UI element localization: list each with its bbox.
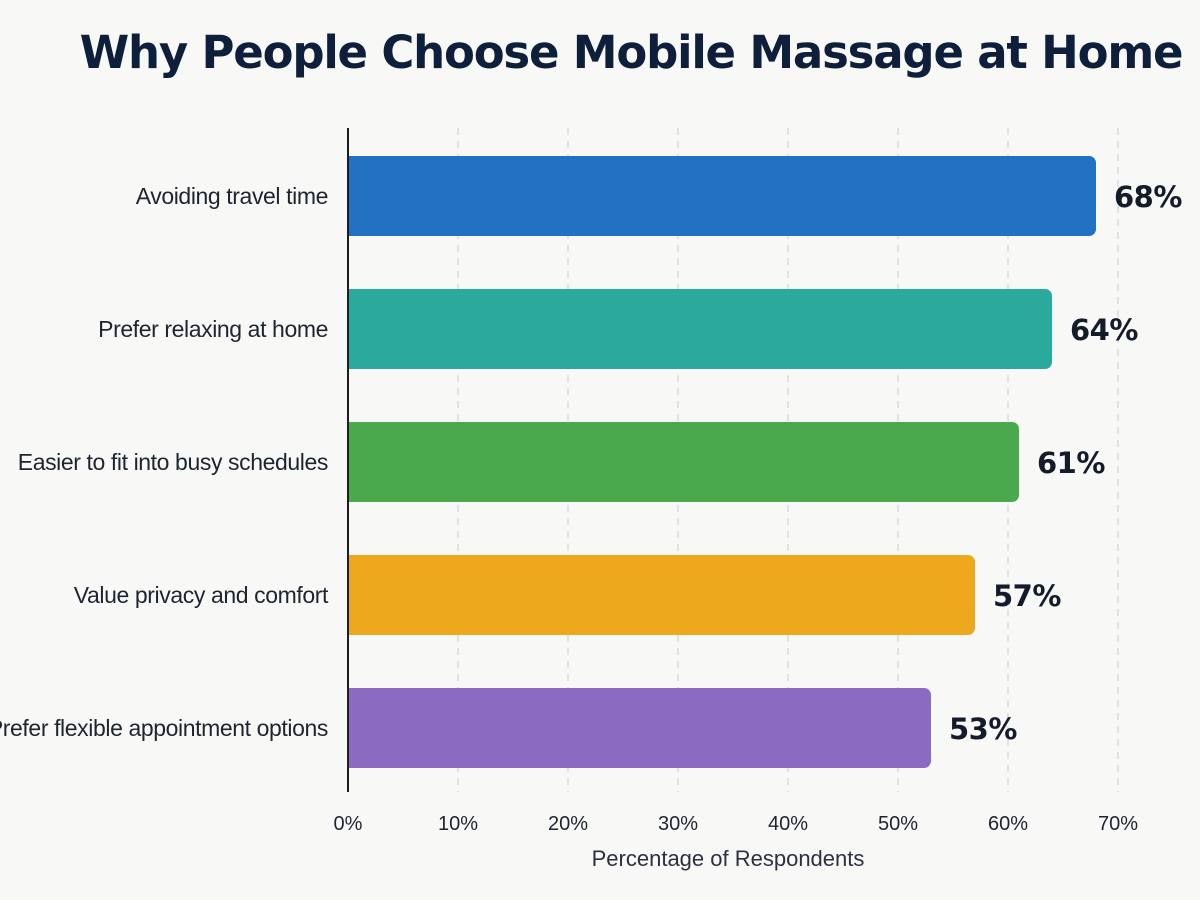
bar-1 <box>348 156 1096 236</box>
category-labels: Avoiding travel time Prefer relaxing at h… <box>0 183 329 741</box>
category-label-4: Value privacy and comfort <box>74 582 329 608</box>
bar-1-edge <box>348 156 358 236</box>
category-label-1: Avoiding travel time <box>136 183 328 209</box>
bars <box>348 156 1096 768</box>
value-label-5: 53% <box>949 712 1017 746</box>
bar-5 <box>348 688 931 768</box>
value-label-2: 64% <box>1070 313 1138 347</box>
x-tick-label-30: 30% <box>658 813 698 835</box>
x-tick-label-50: 50% <box>878 813 918 835</box>
x-tick-label-20: 20% <box>548 813 588 835</box>
x-tick-label-10: 10% <box>438 813 478 835</box>
chart-title: Why People Choose Mobile Massage at Home <box>79 26 1184 79</box>
x-tick-label-40: 40% <box>768 813 808 835</box>
bar-5-edge <box>348 688 358 768</box>
bar-3-edge <box>348 422 358 502</box>
x-tick-label-0: 0% <box>334 813 363 835</box>
value-label-4: 57% <box>993 579 1061 613</box>
bar-4 <box>348 555 975 635</box>
value-label-3: 61% <box>1037 446 1105 480</box>
category-label-5: Prefer flexible appointment options <box>0 715 328 741</box>
bar-4-edge <box>348 555 358 635</box>
bar-2-edge <box>348 289 358 369</box>
value-labels: 68% 64% 61% 57% 53% <box>949 180 1183 746</box>
category-label-3: Easier to fit into busy schedules <box>18 449 328 475</box>
gridlines <box>457 128 1119 792</box>
x-tick-label-70: 70% <box>1098 813 1138 835</box>
bar-2 <box>348 289 1052 369</box>
bar-3 <box>348 422 1019 502</box>
x-tick-labels: 0%10%20%30%40%50%60%70%80% <box>334 813 1139 835</box>
value-label-1: 68% <box>1114 180 1182 214</box>
category-label-2: Prefer relaxing at home <box>98 316 328 342</box>
x-axis-title: Percentage of Respondents <box>592 846 865 871</box>
x-tick-label-60: 60% <box>988 813 1028 835</box>
